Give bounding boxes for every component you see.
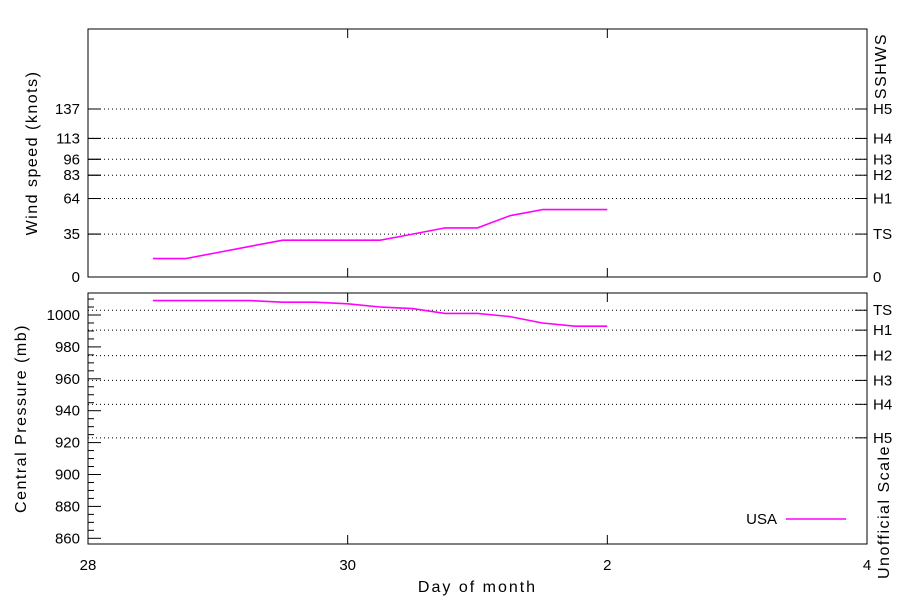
pressure-ytick-label: 1000: [47, 307, 80, 324]
pressure-ytick-label: 880: [55, 498, 80, 515]
pressure-category-label: H5: [873, 430, 892, 447]
wind-y-axis-title: Wind speed (knots): [24, 71, 41, 236]
pressure-ytick-label: 940: [55, 403, 80, 420]
pressure-category-label: H3: [873, 372, 892, 389]
x-tick-label: 28: [80, 557, 97, 574]
x-tick-label: 30: [339, 557, 356, 574]
wind-ytick-label: 0: [72, 269, 80, 286]
x-axis-title: Day of month: [418, 579, 537, 596]
wind-panel-frame: [87, 28, 868, 278]
pressure-ytick-label: 960: [55, 371, 80, 388]
pressure-category-label: H4: [873, 396, 892, 413]
wind-ytick-label: 35: [63, 226, 80, 243]
pressure-ytick-label: 980: [55, 339, 80, 356]
unofficial-scale-axis-title: Unofficial Scale: [876, 445, 893, 579]
wind-category-label: H2: [873, 167, 892, 184]
pressure-series-line: [152, 299, 608, 328]
wind-category-label: H3: [873, 151, 892, 168]
x-tick-label: 2: [603, 557, 611, 574]
wind-category-label: H5: [873, 101, 892, 118]
wind-category-label: H4: [873, 130, 892, 147]
pressure-category-label: H1: [873, 322, 892, 339]
sshws-axis-title: SSHWS: [873, 33, 890, 99]
wind-series-line: [152, 208, 608, 260]
pressure-category-label: TS: [873, 302, 892, 319]
pressure-category-label: H2: [873, 348, 892, 365]
wind-ytick-label: 113: [56, 130, 80, 147]
pressure-ytick-label: 920: [55, 435, 80, 452]
wind-ytick-label: 137: [55, 101, 80, 118]
wind-category-label: TS: [873, 226, 892, 243]
x-tick-label: 4: [863, 557, 871, 574]
wind-ytick-label: 83: [63, 167, 80, 184]
pressure-y-axis-title: Central Pressure (mb): [13, 324, 30, 513]
wind-category-label: 0: [873, 269, 881, 286]
pressure-ytick-label: 900: [55, 467, 80, 484]
wind-ytick-label: 64: [63, 191, 80, 208]
pressure-ytick-label: 860: [55, 530, 80, 547]
wind-ytick-label: 96: [63, 151, 80, 168]
legend-label: USA: [746, 511, 777, 528]
wind-category-label: H1: [873, 191, 892, 208]
